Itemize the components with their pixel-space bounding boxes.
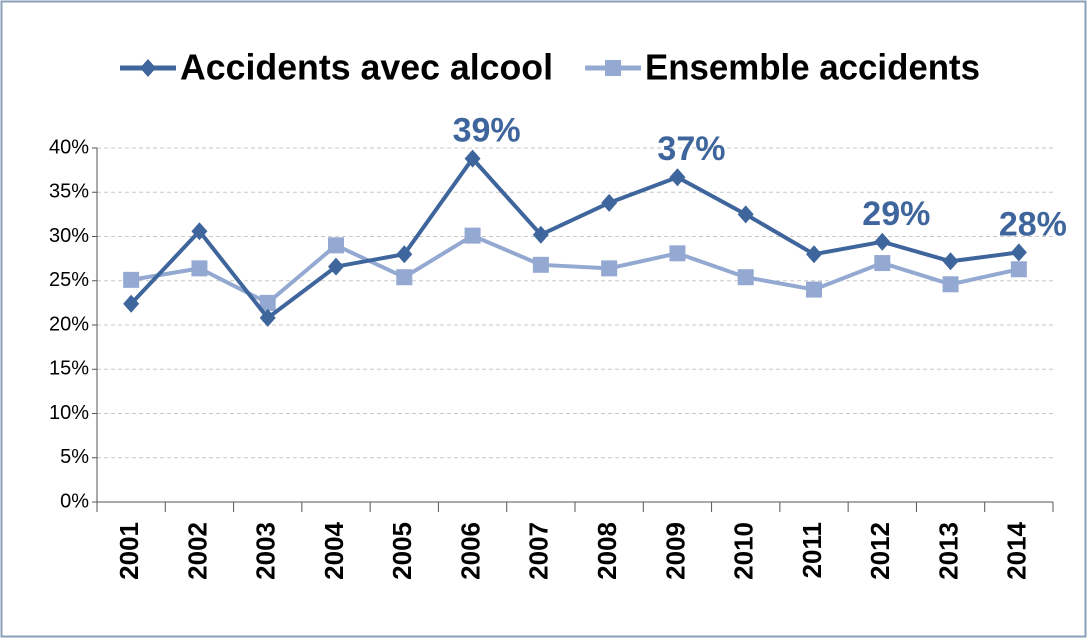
data-point (328, 257, 344, 276)
x-tick-label: 2013 (933, 522, 963, 580)
data-point (123, 271, 140, 288)
data-point (123, 294, 140, 313)
data-point (601, 260, 618, 277)
y-tick-label: 20% (49, 313, 89, 335)
data-point (942, 276, 959, 293)
data-point (259, 294, 276, 311)
x-tick-label: 2005 (387, 522, 417, 580)
data-point (1010, 261, 1027, 278)
x-tick-label: 2001 (114, 522, 144, 580)
y-tick-label: 35% (49, 181, 89, 203)
x-tick-label: 2004 (319, 521, 349, 579)
series-line (130, 233, 1020, 306)
data-point (874, 232, 891, 251)
y-tick-label: 0% (60, 490, 89, 512)
y-tick-label: 30% (49, 225, 89, 247)
series-line (129, 155, 1020, 321)
x-tick-label: 2014 (1002, 521, 1032, 579)
y-tick-label: 25% (49, 269, 89, 291)
x-tick-label: 2006 (455, 522, 485, 580)
data-point (806, 245, 822, 264)
y-tick-label: 40% (49, 136, 89, 158)
data-label: 37% (657, 130, 725, 168)
data-label: 28% (999, 205, 1067, 243)
x-tick-label: 2002 (182, 522, 212, 580)
data-point (328, 237, 344, 254)
data-point (191, 222, 208, 241)
data-label: 39% (453, 112, 521, 150)
legend-label: Accidents avec alcool (180, 47, 553, 88)
data-point (737, 205, 754, 224)
data-point (601, 193, 618, 212)
data-point (259, 308, 276, 327)
y-tick-label: 10% (49, 402, 89, 424)
data-point (1010, 243, 1027, 262)
y-tick-label: 5% (60, 446, 89, 468)
x-tick-label: 2012 (865, 522, 895, 580)
x-tick-label: 2003 (251, 522, 281, 580)
data-point (191, 260, 208, 277)
data-point (464, 149, 481, 168)
data-point (396, 245, 413, 264)
data-point (464, 227, 481, 244)
legend-marker (605, 60, 621, 76)
legend-marker (140, 59, 156, 77)
x-tick-label: 2011 (797, 522, 827, 578)
x-tick-label: 2008 (592, 522, 622, 580)
data-point (942, 252, 959, 271)
data-point (669, 168, 686, 187)
x-tick-label: 2007 (524, 522, 554, 580)
x-tick-label: 2009 (660, 522, 690, 580)
data-point (532, 225, 549, 244)
data-point (806, 281, 822, 298)
data-point (669, 245, 686, 262)
data-label: 29% (862, 195, 930, 233)
y-tick-label: 15% (49, 358, 89, 380)
data-point (737, 269, 754, 286)
data-point (396, 269, 413, 286)
legend-label: Ensemble accidents (645, 47, 980, 88)
x-tick-label: 2010 (729, 522, 759, 580)
data-point (874, 255, 891, 272)
data-point (532, 256, 549, 273)
